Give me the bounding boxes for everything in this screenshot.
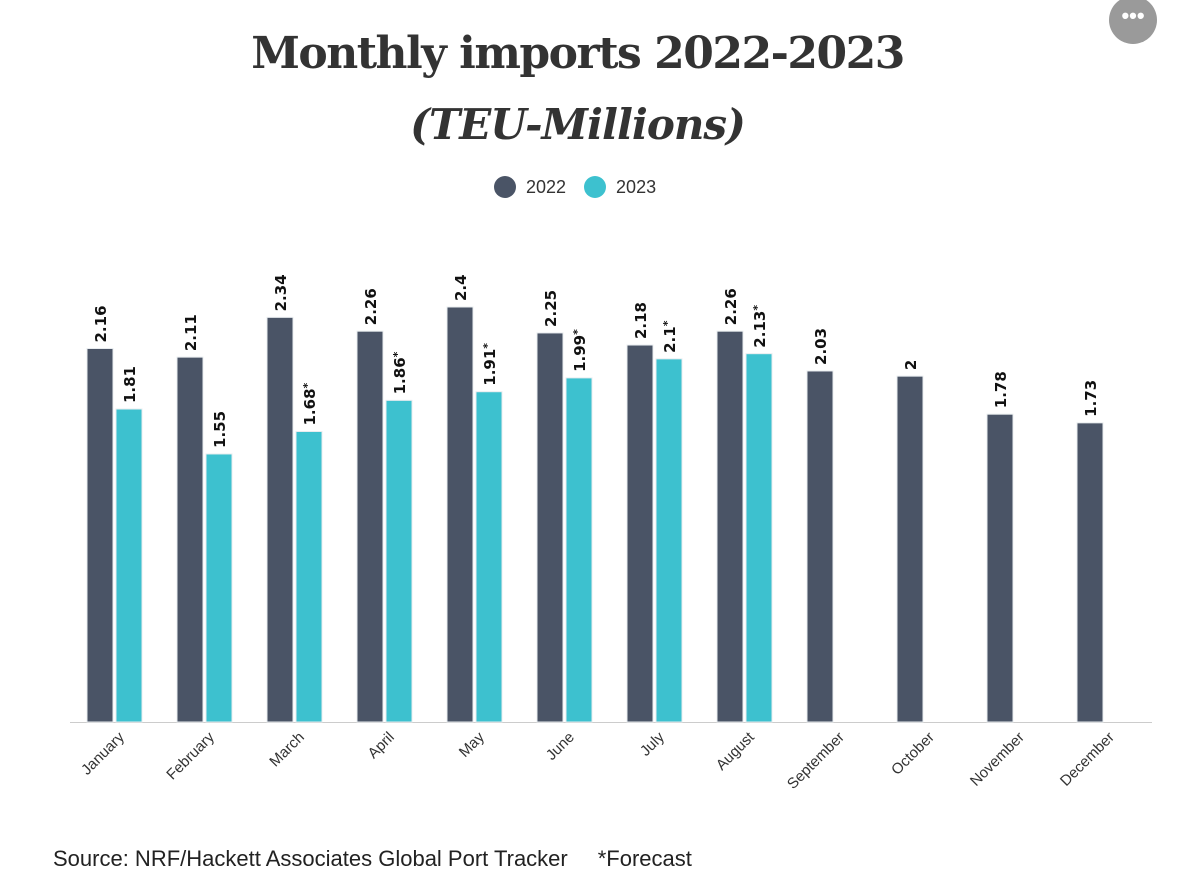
x-tick-label: August	[713, 728, 759, 774]
data-label: 2.26	[362, 288, 380, 325]
bar-2023-march	[295, 431, 323, 723]
data-label: 2.03	[812, 328, 830, 365]
x-tick-label: June	[543, 729, 578, 764]
legend-swatch	[584, 176, 607, 198]
x-tick-label: September	[784, 729, 848, 793]
data-label: 1.68*	[301, 382, 319, 425]
bar-2023-august	[745, 353, 773, 723]
data-label: 2.16	[92, 305, 110, 342]
bar-2022-july	[626, 344, 654, 723]
data-label: 1.86*	[391, 351, 409, 394]
more-options-button[interactable]: •••	[1109, 0, 1157, 44]
data-label: 2.4	[452, 274, 470, 301]
source-text: Source: NRF/Hackett Associates Global Po…	[53, 846, 568, 871]
data-label: 1.78	[992, 371, 1010, 408]
x-tick-label: May	[456, 728, 488, 760]
bar-2022-february	[176, 356, 204, 723]
chart-subtitle: (TEU-Millions)	[410, 100, 746, 149]
bar-2023-june	[565, 377, 593, 723]
bar-2023-july	[655, 358, 683, 723]
bar-2023-may	[475, 391, 503, 723]
data-label: 1.73	[1082, 380, 1100, 417]
x-tick-label: July	[637, 728, 668, 759]
x-tick-label: December	[1057, 729, 1118, 790]
x-tick-label: January	[78, 728, 128, 778]
bar-2022-november	[986, 413, 1014, 723]
data-label: 2.18	[632, 302, 650, 339]
legend-swatch	[494, 176, 516, 198]
data-label: 1.99*	[571, 329, 589, 372]
bar-2022-october	[896, 375, 924, 723]
legend-label: 2022	[526, 176, 567, 197]
bar-2022-august	[716, 330, 744, 723]
data-label: 1.91*	[481, 343, 499, 386]
x-tick-label: October	[888, 729, 938, 779]
bar-2022-may	[446, 306, 474, 723]
data-label: 2.13*	[751, 305, 769, 348]
bar-2023-january	[115, 408, 143, 723]
bar-2022-june	[536, 332, 564, 723]
bar-2022-march	[266, 316, 294, 723]
x-tick-label: April	[365, 729, 398, 762]
bar-2022-january	[86, 348, 114, 723]
data-label: 1.55	[211, 411, 229, 448]
x-tick-label: February	[163, 728, 218, 783]
x-tick-label: November	[967, 729, 1028, 790]
bar-2023-february	[205, 453, 233, 723]
forecast-footnote: *Forecast	[597, 846, 692, 871]
chart-title: Monthly imports 2022-2023	[251, 28, 905, 79]
data-label: 2.25	[542, 290, 560, 327]
data-label: 2.1*	[661, 320, 679, 353]
bar-2022-september	[806, 370, 834, 723]
legend: 2022 2023	[494, 176, 674, 198]
x-tick-label: March	[266, 729, 307, 770]
data-label: 2.34	[272, 274, 290, 311]
data-label: 2.11	[182, 314, 200, 351]
data-label: 2.26	[722, 288, 740, 325]
legend-item-2022[interactable]: 2022	[494, 176, 566, 198]
bar-2022-december	[1076, 422, 1104, 723]
data-label: 1.81	[121, 366, 139, 403]
legend-item-2023[interactable]: 2023	[584, 176, 656, 198]
bar-2022-april	[356, 330, 384, 723]
source-note: Source: NRF/Hackett Associates Global Po…	[53, 846, 692, 872]
bar-2023-april	[385, 399, 413, 723]
data-label: 2	[902, 360, 920, 370]
legend-label: 2023	[616, 176, 657, 197]
